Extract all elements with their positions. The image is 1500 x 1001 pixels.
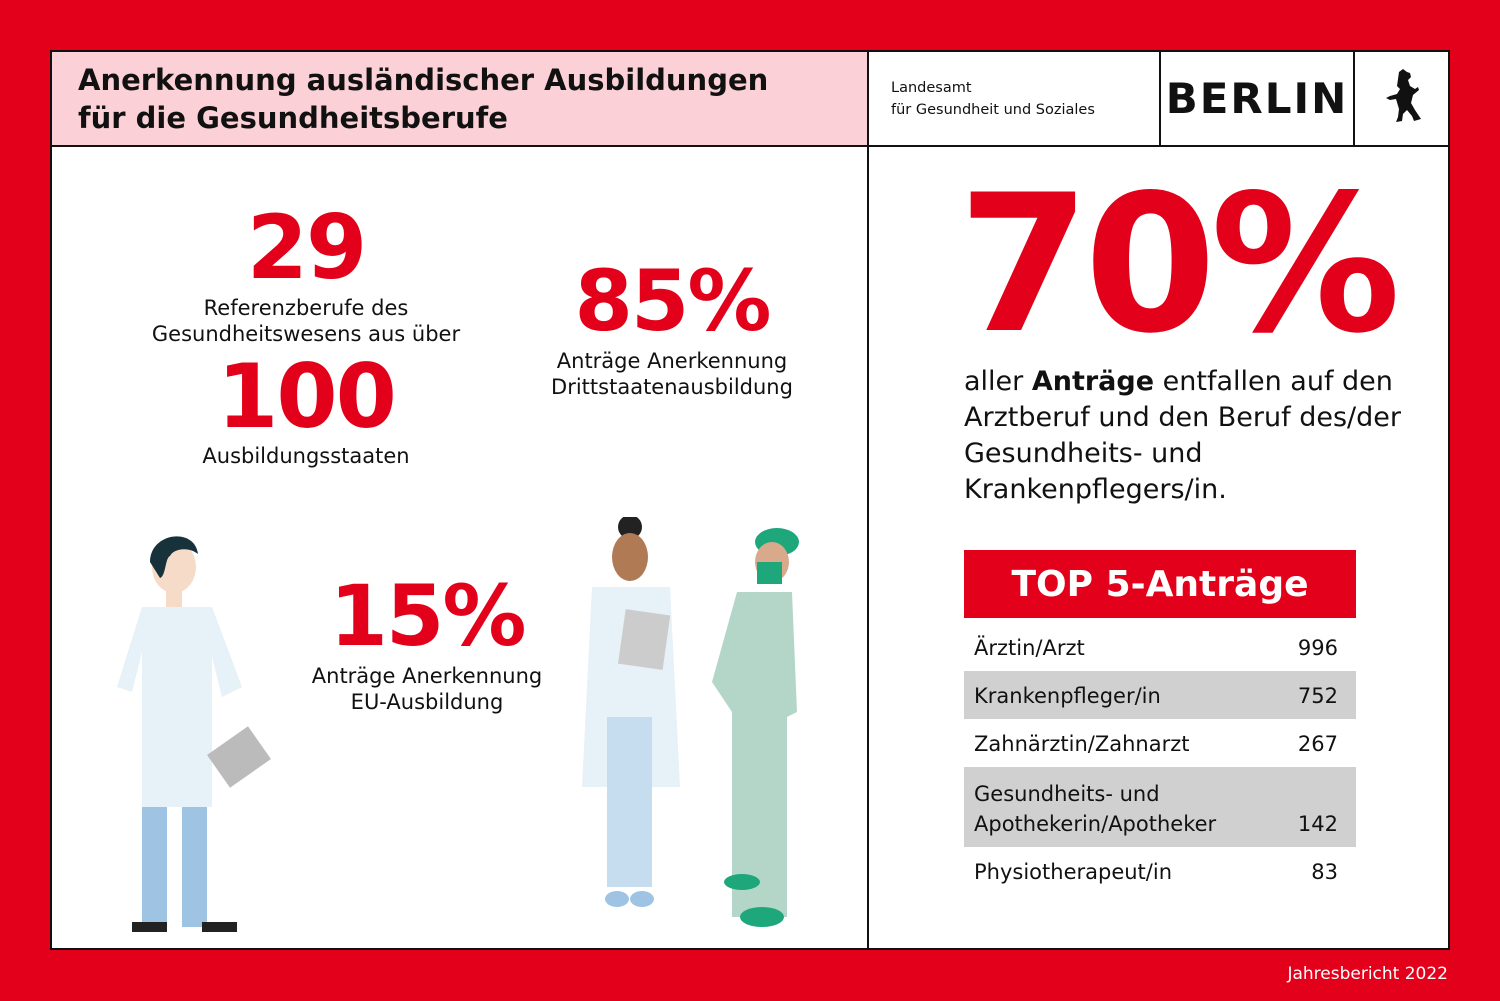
- row-label-line-1: Gesundheits- und: [974, 782, 1160, 806]
- row-value: 752: [1297, 684, 1338, 708]
- row-label: Ärztin/Arzt: [974, 636, 1085, 660]
- stat-label: Drittstaatenausbildung: [551, 375, 793, 399]
- stat-label: Anträge Anerkennung: [556, 349, 788, 373]
- agency-line-2: für Gesundheit und Soziales: [891, 102, 1095, 118]
- row-label: Gesundheits- und Apothekerin/Apotheker: [974, 779, 1216, 839]
- agency-name: Landesamt für Gesundheit und Soziales: [869, 52, 1161, 147]
- infographic-frame: Anerkennung ausländischer Ausbildungen f…: [50, 50, 1450, 950]
- row-value: 267: [1297, 732, 1338, 756]
- stat-reference-professions: 29 Referenzberufe des Gesundheitswesens …: [126, 200, 486, 469]
- stat-value: 85%: [574, 252, 771, 350]
- row-label-line-2: Apothekerin/Apotheker: [974, 812, 1217, 836]
- table-row: Gesundheits- und Apothekerin/Apotheker 142: [964, 767, 1356, 847]
- stat-eu: 15% Anträge Anerkennung EU-Ausbildung: [267, 569, 587, 715]
- table-row: Ärztin/Arzt 996: [964, 623, 1356, 671]
- stat-label: Anträge Anerkennung: [311, 664, 543, 688]
- stat-value: 29: [246, 196, 367, 299]
- table-row: Krankenpfleger/in 752: [964, 671, 1356, 719]
- top5-table: Ärztin/Arzt 996 Krankenpfleger/in 752 Zahn…: [964, 623, 1356, 895]
- doctor-illustration: [117, 536, 271, 932]
- top5-title: TOP 5-Anträge: [964, 550, 1356, 618]
- title-line-2: für die Gesundheitsberufe: [78, 101, 508, 135]
- stat-label: Referenzberufe des: [203, 296, 409, 320]
- berlin-wordmark: BERLIN: [1161, 52, 1355, 147]
- stat-value: 15%: [329, 567, 526, 665]
- berlin-bear-icon: [1355, 52, 1450, 147]
- row-value: 83: [1311, 860, 1338, 884]
- text-bold: Anträge: [1031, 366, 1155, 397]
- agency-line-1: Landesamt: [891, 80, 972, 96]
- row-label: Krankenpfleger/in: [974, 684, 1161, 708]
- text-part: aller: [964, 366, 1032, 397]
- stat-label: Ausbildungsstaaten: [202, 444, 410, 468]
- title-line-1: Anerkennung ausländischer Ausbildungen: [78, 63, 769, 97]
- highlight-value: 70%: [958, 154, 1401, 375]
- stat-label: EU-Ausbildung: [350, 690, 504, 714]
- text-part: entfallen auf den Arztberuf und den Beru…: [964, 366, 1401, 505]
- row-value: 996: [1297, 636, 1338, 660]
- row-label: Physiotherapeut/in: [974, 860, 1173, 884]
- medical-staff-illustration: [582, 517, 799, 927]
- table-row: Physiotherapeut/in 83: [964, 847, 1356, 895]
- stat-third-country: 85% Anträge Anerkennung Drittstaatenausb…: [502, 254, 842, 400]
- stat-label: Gesundheitswesens aus über: [151, 322, 461, 346]
- page-title: Anerkennung ausländischer Ausbildungen f…: [52, 52, 869, 147]
- footer-text: Jahresbericht 2022: [1287, 964, 1448, 984]
- stat-value: 100: [217, 345, 397, 448]
- row-value: 142: [1297, 812, 1338, 836]
- column-divider: [867, 147, 869, 950]
- table-row: Zahnärztin/Zahnarzt 267: [964, 719, 1356, 767]
- highlight-text: aller Anträge entfallen auf den Arztberu…: [964, 364, 1404, 508]
- row-label: Zahnärztin/Zahnarzt: [974, 732, 1190, 756]
